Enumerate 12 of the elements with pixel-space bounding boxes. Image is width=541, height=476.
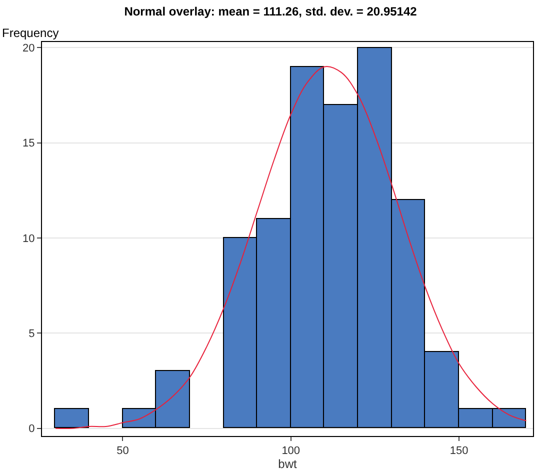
y-tick-label: 10	[22, 232, 35, 245]
y-tick-label: 5	[28, 328, 35, 340]
y-tick-label: 15	[22, 138, 35, 150]
y-tick-label: 0	[28, 423, 35, 436]
chart-title: Normal overlay: mean = 111.26, std. dev. = 20.95142	[124, 4, 418, 19]
line-series	[54, 66, 527, 430]
x-tick-label: 50	[116, 445, 129, 458]
x-tick-label: 100	[282, 445, 300, 458]
y-axis-title: Frequency	[2, 26, 59, 40]
x-tick-label: 150	[450, 445, 468, 458]
y-tick-label: 20	[22, 42, 35, 55]
x-axis-title: bwt	[278, 457, 298, 472]
